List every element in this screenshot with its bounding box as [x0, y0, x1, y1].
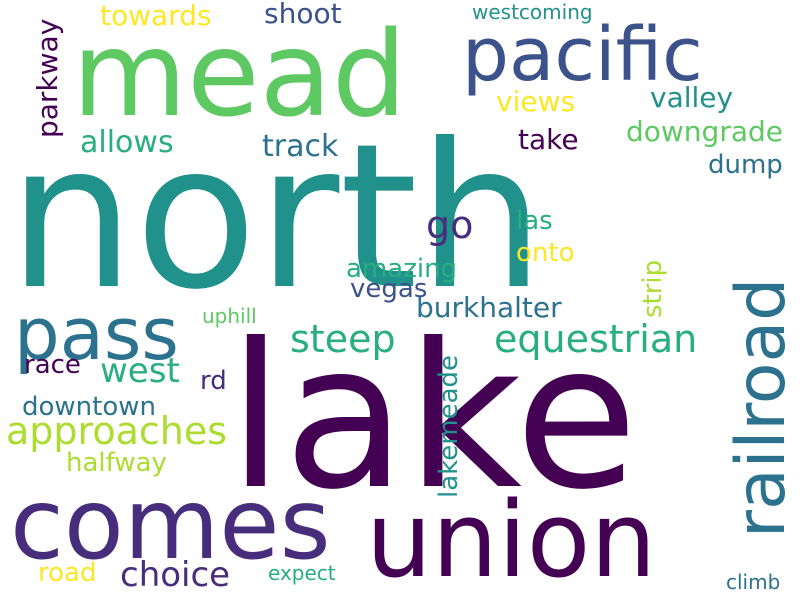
- word-allows: allows: [80, 125, 174, 160]
- word-westcoming: westcoming: [472, 0, 593, 24]
- word-uphill: uphill: [202, 304, 257, 328]
- word-dump: dump: [708, 150, 783, 180]
- word-downgrade: downgrade: [626, 115, 783, 148]
- word-railroad: railroad: [722, 277, 800, 538]
- word-valley: valley: [650, 81, 734, 114]
- word-onto: onto: [516, 238, 575, 268]
- word-choice: choice: [120, 555, 231, 595]
- word-halfway: halfway: [66, 448, 167, 478]
- word-west: west: [100, 351, 180, 391]
- word-rd: rd: [200, 366, 227, 396]
- word-downtown: downtown: [22, 392, 156, 422]
- word-las: las: [516, 206, 553, 236]
- word-equestrian: equestrian: [494, 317, 698, 361]
- word-pacific: pacific: [462, 12, 703, 98]
- word-mead: mead: [72, 5, 407, 143]
- word-strip: strip: [638, 259, 668, 318]
- word-lakemeade: lakemeade: [434, 354, 464, 498]
- word-lake: lake: [228, 301, 638, 534]
- word-race: race: [24, 350, 81, 380]
- word-parkway: parkway: [31, 18, 64, 138]
- word-towards: towards: [100, 0, 212, 32]
- word-expect: expect: [268, 561, 336, 585]
- word-comes: comes: [10, 468, 331, 582]
- word-union: union: [366, 479, 657, 600]
- word-climb: climb: [726, 570, 781, 594]
- word-go: go: [426, 203, 474, 247]
- word-vegas: vegas: [350, 274, 428, 304]
- word-track: track: [262, 129, 339, 164]
- word-north: north: [8, 101, 545, 334]
- word-steep: steep: [290, 317, 396, 361]
- word-shoot: shoot: [264, 0, 342, 30]
- word-take: take: [518, 123, 579, 156]
- word-burkhalter: burkhalter: [416, 291, 562, 324]
- word-amazing: amazing: [346, 254, 458, 284]
- word-views: views: [496, 85, 576, 118]
- word-road: road: [38, 558, 97, 588]
- word-approaches: approaches: [6, 409, 228, 453]
- word-pass: pass: [14, 292, 179, 376]
